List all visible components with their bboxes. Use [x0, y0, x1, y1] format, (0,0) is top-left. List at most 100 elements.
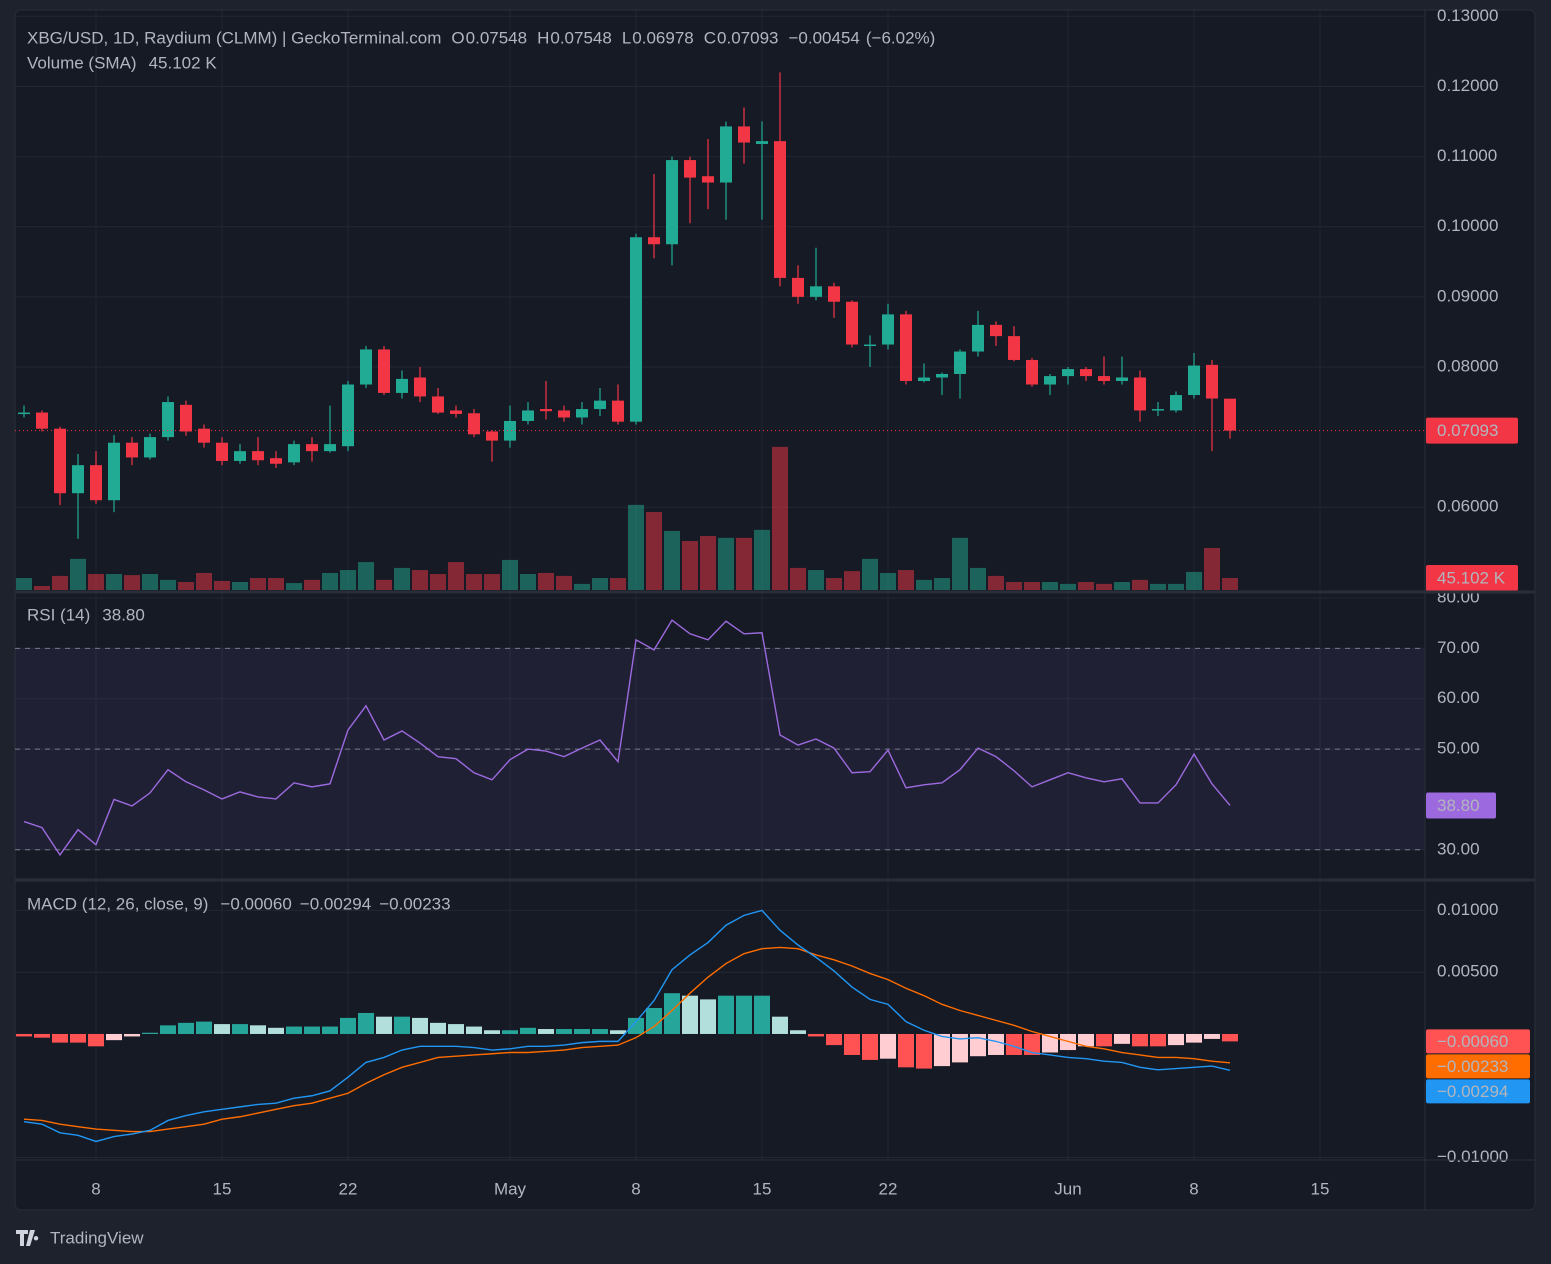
- volume-bar: [322, 572, 338, 590]
- candle-body: [396, 378, 408, 393]
- signal-line: [23, 946, 1231, 1133]
- macd-histogram-bar: [502, 1030, 518, 1034]
- macd-histogram-bar: [286, 1026, 302, 1034]
- volume-bar: [394, 567, 410, 590]
- volume-bar: [718, 537, 734, 590]
- candle-body: [612, 400, 624, 422]
- candle-body: [738, 126, 750, 143]
- candle-body: [144, 437, 156, 458]
- candle-body: [252, 451, 264, 461]
- candle-body: [1044, 376, 1056, 385]
- y-tick-label: 60.00: [1437, 688, 1480, 707]
- macd-histogram-bar: [1042, 1033, 1058, 1053]
- volume-bar: [916, 579, 932, 590]
- candle-body: [216, 442, 228, 461]
- candle-body: [1152, 409, 1164, 411]
- macd-histogram-bar: [970, 1033, 986, 1057]
- candle-body: [504, 420, 516, 441]
- macd-histogram-bar: [1222, 1033, 1238, 1042]
- volume-bar: [376, 579, 392, 590]
- macd-histogram-bar: [268, 1027, 284, 1034]
- volume-bar: [88, 574, 104, 590]
- x-tick-label: 15: [753, 1179, 772, 1198]
- y-tick-label: 0.06000: [1437, 497, 1498, 516]
- macd-histogram-bar: [574, 1029, 590, 1034]
- candle-body: [1170, 395, 1182, 411]
- candle-body: [810, 286, 822, 297]
- plot-area: [15, 10, 1425, 1160]
- volume-bar: [988, 575, 1004, 590]
- candle-body: [486, 431, 498, 441]
- x-tick-label: 8: [1189, 1179, 1198, 1198]
- volume-bar: [124, 575, 140, 590]
- macd-histogram-bar: [736, 995, 752, 1034]
- candle-body: [1026, 359, 1038, 385]
- x-tick-label: Jun: [1054, 1179, 1081, 1198]
- rsi-band: [15, 648, 1425, 850]
- macd-histogram-bar: [1114, 1033, 1130, 1044]
- volume-bar: [538, 572, 554, 590]
- macd-histogram-bar: [628, 1017, 644, 1034]
- candle-body: [594, 400, 606, 410]
- macd-histogram-bar: [250, 1025, 266, 1034]
- volume-bar: [646, 512, 662, 590]
- macd-histogram-bar: [592, 1029, 608, 1034]
- candle-body: [72, 465, 84, 494]
- macd-histogram-bar: [808, 1033, 824, 1037]
- candle-body: [702, 176, 714, 183]
- macd-histogram-bar: [376, 1016, 392, 1034]
- candle-body: [378, 349, 390, 393]
- macd-histogram-bar: [664, 993, 680, 1034]
- macd-histogram-bar: [682, 995, 698, 1034]
- volume-bar: [1132, 579, 1148, 590]
- macd-histogram-bar: [106, 1033, 122, 1041]
- macd-histogram-bar: [1024, 1033, 1040, 1055]
- volume-bar: [358, 562, 374, 590]
- candle-body: [900, 314, 912, 382]
- legend-text: 0.07548: [466, 28, 527, 47]
- volume-bar: [142, 574, 158, 590]
- last-price-tag: [1426, 417, 1518, 444]
- volume-bar: [178, 582, 194, 590]
- volume-bar: [1204, 547, 1220, 590]
- candle-body: [792, 277, 804, 297]
- macd-histogram-bar: [772, 1016, 788, 1034]
- volume-bar: [52, 575, 68, 590]
- macd-histogram-bar: [232, 1024, 248, 1034]
- macd-histogram-bar: [880, 1033, 896, 1059]
- macd-histogram-bar: [988, 1033, 1004, 1055]
- macd-histogram-bar: [214, 1024, 230, 1034]
- macd-histogram-bar: [142, 1032, 158, 1034]
- macd-histogram-bar: [52, 1033, 68, 1043]
- candle-body: [540, 409, 552, 412]
- y-tick-label: 0.08000: [1437, 356, 1498, 375]
- volume-bar: [790, 567, 806, 590]
- legend-text: L: [622, 28, 631, 47]
- candle-body: [828, 286, 840, 302]
- candle-body: [756, 141, 768, 144]
- volume-bar: [70, 558, 86, 590]
- candle-body: [522, 410, 534, 421]
- macd-histogram-bar: [1186, 1033, 1202, 1043]
- macd-histogram-bar: [934, 1033, 950, 1067]
- volume-bar: [466, 574, 482, 590]
- legend-text: 45.102 K: [149, 53, 218, 72]
- macd-histogram-bar: [394, 1016, 410, 1034]
- macd-legend-text: MACD (12, 26, close, 9): [27, 894, 208, 913]
- macd-histogram-bar: [790, 1030, 806, 1034]
- macd-histogram-bar: [88, 1033, 104, 1047]
- macd-histogram-bar: [754, 995, 770, 1034]
- macd-histogram-bar: [196, 1021, 212, 1034]
- volume-bar: [736, 537, 752, 590]
- candle-body: [270, 458, 282, 464]
- legend-text: 0.07093: [717, 28, 778, 47]
- candle-body: [18, 412, 30, 415]
- candle-body: [162, 402, 174, 438]
- volume-bar: [286, 583, 302, 590]
- y-tick-label: 0.11000: [1437, 146, 1497, 165]
- candle-body: [1134, 377, 1146, 411]
- x-tick-label: 8: [631, 1179, 640, 1198]
- logo-mark: [16, 1230, 39, 1246]
- volume-bar: [934, 578, 950, 590]
- candle-body: [108, 442, 120, 501]
